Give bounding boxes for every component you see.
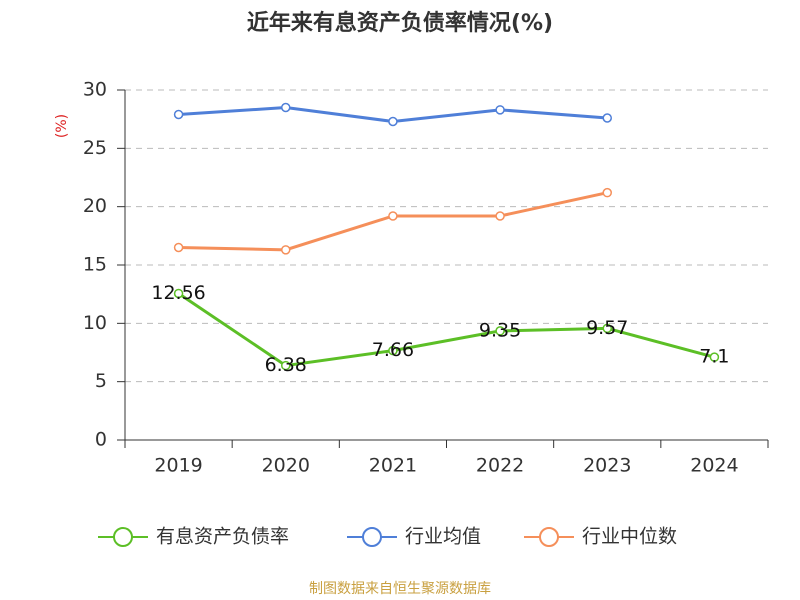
legend-marker <box>362 527 382 547</box>
point <box>281 245 291 255</box>
point <box>281 102 291 113</box>
data-label: 7.1 <box>699 346 729 368</box>
point <box>602 323 612 334</box>
point <box>173 242 184 253</box>
data-label: 6.38 <box>265 354 307 376</box>
point <box>602 113 612 123</box>
x-tick-label: 2022 <box>476 455 524 477</box>
legend-label: 行业均值 <box>405 526 481 548</box>
x-tick-label: 2021 <box>369 455 417 477</box>
point <box>388 211 398 221</box>
y-tick-label: 20 <box>83 195 107 217</box>
point <box>495 326 505 336</box>
chart-title: 近年来有息资产负债率情况(%) <box>247 10 553 36</box>
data-label: 9.57 <box>586 317 628 339</box>
legend-label: 行业中位数 <box>582 526 677 548</box>
point <box>388 345 398 356</box>
y-tick-label: 25 <box>83 137 107 159</box>
x-tick-label: 2019 <box>154 455 202 477</box>
point <box>173 288 184 299</box>
y-tick-label: 0 <box>95 429 107 451</box>
legend-marker <box>539 527 559 547</box>
series-line <box>178 191 608 252</box>
legend-marker <box>113 527 133 547</box>
x-tick-label: 2020 <box>262 455 310 477</box>
x-tick-label: 2023 <box>583 455 631 477</box>
point <box>495 211 505 221</box>
x-tick-label: 2024 <box>690 455 738 477</box>
point <box>709 352 720 362</box>
point <box>281 360 291 371</box>
y-tick-label: 5 <box>95 370 107 392</box>
point <box>388 116 398 127</box>
y-axis-label: (%) <box>54 114 70 138</box>
data-label: 9.35 <box>479 319 521 341</box>
footer: 制图数据来自恒生聚源数据库 <box>309 581 491 597</box>
series-line <box>177 292 715 368</box>
point <box>173 109 184 120</box>
point <box>602 187 612 198</box>
point <box>495 105 505 115</box>
data-label: 7.66 <box>372 339 414 361</box>
data-label: 12.56 <box>151 282 205 304</box>
y-tick-label: 15 <box>83 254 107 276</box>
y-tick-label: 30 <box>83 79 107 101</box>
legend-label: 有息资产负债率 <box>156 526 289 548</box>
y-tick-label: 10 <box>83 312 107 334</box>
